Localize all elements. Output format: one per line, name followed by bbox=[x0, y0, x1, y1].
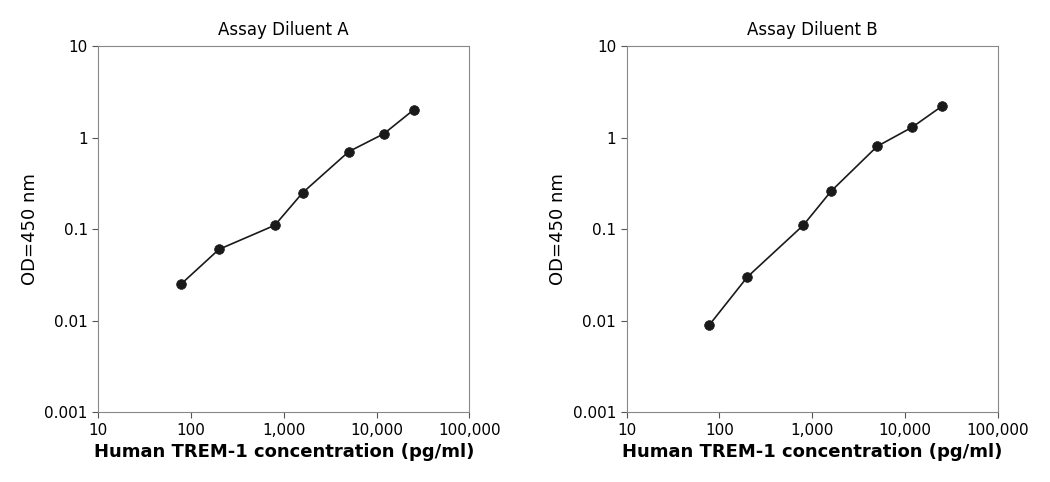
Title: Assay Diluent A: Assay Diluent A bbox=[218, 21, 349, 39]
Y-axis label: OD=450 nm: OD=450 nm bbox=[549, 173, 567, 285]
Title: Assay Diluent B: Assay Diluent B bbox=[747, 21, 878, 39]
X-axis label: Human TREM-1 concentration (pg/ml): Human TREM-1 concentration (pg/ml) bbox=[93, 443, 474, 461]
Y-axis label: OD=450 nm: OD=450 nm bbox=[21, 173, 39, 285]
X-axis label: Human TREM-1 concentration (pg/ml): Human TREM-1 concentration (pg/ml) bbox=[622, 443, 1003, 461]
